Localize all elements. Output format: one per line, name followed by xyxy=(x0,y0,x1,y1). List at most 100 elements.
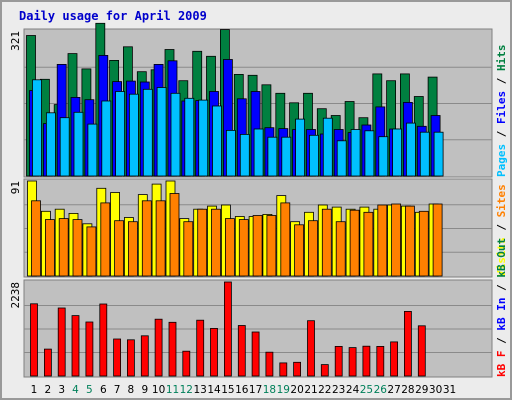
bar-pages xyxy=(32,79,42,177)
bar-pages xyxy=(364,130,375,177)
day-label: 11 xyxy=(166,384,179,396)
bar-kb-f xyxy=(210,327,218,377)
legend-entry: / xyxy=(495,217,508,237)
bar-pages xyxy=(281,136,292,177)
bar-pages xyxy=(184,97,195,177)
bar-sites xyxy=(349,209,360,277)
day-label: 6 xyxy=(100,384,107,396)
bar-sites xyxy=(141,200,152,277)
day-label: 14 xyxy=(207,384,221,396)
bar-sites xyxy=(114,220,124,277)
bar-pages xyxy=(336,140,347,177)
bar-kb-f xyxy=(30,303,38,377)
bar-kb-f xyxy=(223,281,232,377)
bar-pages xyxy=(309,134,319,177)
bar-pages xyxy=(378,136,389,177)
panel-legend: kB F / kB In / kB Out xyxy=(495,238,508,377)
bar-kb-f xyxy=(320,364,329,377)
bar-pages xyxy=(198,99,209,177)
chart-title: Daily usage for April 2009 xyxy=(19,9,207,23)
day-label: 18 xyxy=(263,384,276,396)
bar-pages xyxy=(419,131,430,177)
bar-sites xyxy=(280,202,291,277)
bar-pages xyxy=(87,123,98,177)
bar-pages xyxy=(73,111,84,177)
bar-kb-f xyxy=(251,331,260,377)
legend-entry: kB F xyxy=(495,351,508,378)
bar-kb-f xyxy=(182,350,191,377)
bar-pages xyxy=(239,133,250,177)
panel-hits-files-pages: 321 Pages / Files / Hits xyxy=(9,22,508,178)
day-label: 9 xyxy=(141,384,148,396)
bar-pages xyxy=(433,131,444,177)
bar-sites xyxy=(58,218,69,277)
bar-kb-f xyxy=(71,315,80,377)
bar-kb-f xyxy=(293,361,302,377)
bar-pages xyxy=(212,105,222,177)
legend-entry: Hits xyxy=(495,45,508,72)
legend-entry: Pages xyxy=(495,144,508,177)
bar-sites xyxy=(391,203,402,277)
bar-kb-f xyxy=(196,319,205,377)
bar-kb-f xyxy=(168,321,177,377)
bar-kb-f xyxy=(237,325,246,377)
y-max-label: 2238 xyxy=(9,282,22,309)
legend-entry: / xyxy=(495,71,508,91)
day-label: 1 xyxy=(31,384,38,396)
bar-pages xyxy=(267,136,278,177)
bar-sites xyxy=(335,221,346,277)
bar-sites xyxy=(418,210,429,277)
bar-pages xyxy=(392,128,403,177)
day-label: 3 xyxy=(58,384,65,396)
bar-sites xyxy=(72,219,83,277)
bar-kb-f xyxy=(376,345,385,377)
bar-pages xyxy=(170,92,181,177)
bar-sites xyxy=(197,208,208,277)
bar-kb-f xyxy=(127,339,135,377)
bar-pages xyxy=(295,118,306,177)
day-label: 5 xyxy=(86,384,93,396)
legend-entry: / xyxy=(495,124,508,144)
bar-sites xyxy=(31,200,41,277)
bar-kb-f xyxy=(44,348,52,377)
day-label: 12 xyxy=(180,384,193,396)
bar-kb-f xyxy=(99,303,108,377)
panel-kbf-kbin-kbout: 2238 kB F / kB In / kB Out xyxy=(9,238,508,378)
bar-sites xyxy=(377,204,388,277)
bar-kb-f xyxy=(348,347,357,377)
bar-sites xyxy=(45,219,55,277)
bar-pages xyxy=(142,88,153,177)
bar-sites xyxy=(211,208,221,277)
panel-legend: Visits / Sites xyxy=(495,184,508,277)
bar-pages xyxy=(156,87,167,177)
day-label: 7 xyxy=(114,384,121,396)
bar-kb-f xyxy=(362,345,371,377)
day-label: 16 xyxy=(235,384,249,396)
bar-sites xyxy=(183,221,194,277)
day-label: 4 xyxy=(72,384,79,396)
bar-sites xyxy=(363,211,374,277)
day-label: 29 xyxy=(415,384,428,396)
bar-sites xyxy=(432,203,443,277)
day-label: 31 xyxy=(443,384,456,396)
bar-sites xyxy=(169,193,180,277)
bar-kb-f xyxy=(390,341,399,377)
day-label: 8 xyxy=(128,384,135,396)
legend-entry: / xyxy=(495,331,508,351)
bar-sites xyxy=(155,200,166,277)
bar-kb-f xyxy=(334,345,343,377)
day-label: 28 xyxy=(401,384,414,396)
day-label: 10 xyxy=(152,384,165,396)
bar-kb-f xyxy=(85,321,94,377)
panel-visits-sites: 91 Visits / Sites xyxy=(9,178,508,278)
legend-entry: Visits xyxy=(495,237,508,277)
bar-sites xyxy=(238,219,249,277)
bar-pages xyxy=(115,91,125,177)
day-label: 13 xyxy=(194,384,207,396)
bar-kb-f xyxy=(403,310,412,377)
bar-kb-f xyxy=(279,362,288,377)
bar-kb-f xyxy=(265,351,274,377)
bar-pages xyxy=(46,112,56,177)
bar-sites xyxy=(252,215,263,277)
bar-kb-f xyxy=(140,335,149,377)
